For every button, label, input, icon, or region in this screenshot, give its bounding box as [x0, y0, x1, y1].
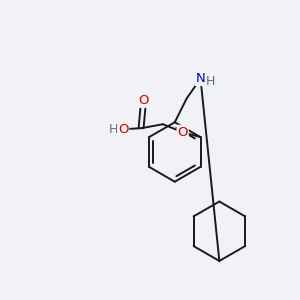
Text: O: O [138, 94, 148, 107]
Text: H: H [206, 75, 215, 88]
Text: H: H [109, 123, 118, 136]
Text: N: N [196, 72, 206, 85]
Text: O: O [118, 123, 128, 136]
Text: O: O [177, 126, 188, 139]
